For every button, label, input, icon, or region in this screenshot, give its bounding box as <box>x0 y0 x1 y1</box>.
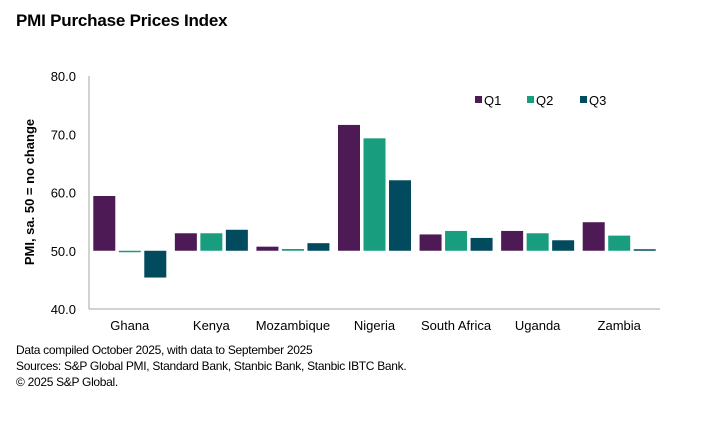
legend-label-q2: Q2 <box>536 93 553 108</box>
footer-sources: Sources: S&P Global PMI, Standard Bank, … <box>16 359 407 373</box>
bar-ghana-q2 <box>118 250 141 253</box>
legend-swatch-q2 <box>527 96 534 103</box>
legend-label-q1: Q1 <box>484 93 501 108</box>
y-axis-title: PMI, sa. 50 = no change <box>22 119 37 265</box>
bar-nigeria-q3 <box>389 180 411 251</box>
x-tick-label: South Africa <box>421 318 492 333</box>
x-tick-label: Kenya <box>193 318 231 333</box>
bar-mozambique-q2 <box>281 249 304 251</box>
bar-kenya-q1 <box>174 233 197 251</box>
chart-footer: Data compiled October 2025, with data to… <box>16 342 407 390</box>
bar-uganda-q3 <box>552 240 575 251</box>
footer-date-note: Data compiled October 2025, with data to… <box>16 343 313 357</box>
bars <box>93 124 656 278</box>
bar-kenya-q3 <box>225 229 248 251</box>
bar-ghana-q3 <box>144 250 167 278</box>
legend-swatch-q1 <box>475 96 482 103</box>
y-axis-labels: 40.0 50.0 60.0 70.0 80.0 <box>51 69 76 317</box>
x-axis-labels: Ghana Kenya Mozambique Nigeria South Africa U… <box>110 318 641 333</box>
x-tick-label: Uganda <box>515 318 561 333</box>
bar-mozambique-q3 <box>307 243 330 251</box>
chart-title: PMI Purchase Prices Index <box>16 11 228 30</box>
bar-uganda-q1 <box>501 230 524 251</box>
x-tick-label: Ghana <box>110 318 150 333</box>
bar-uganda-q2 <box>526 233 549 251</box>
x-tick-label: Nigeria <box>354 318 396 333</box>
bar-south-africa-q2 <box>445 230 468 251</box>
y-tick-label: 50.0 <box>51 244 76 259</box>
legend-label-q3: Q3 <box>589 93 606 108</box>
y-tick-label: 80.0 <box>51 69 76 84</box>
legend: Q1 Q2 Q3 <box>475 93 606 108</box>
y-tick-label: 60.0 <box>51 186 76 201</box>
bar-zambia-q1 <box>582 222 605 251</box>
bar-mozambique-q1 <box>256 246 279 251</box>
bar-south-africa-q3 <box>470 237 493 251</box>
bar-kenya-q2 <box>200 233 223 251</box>
bar-south-africa-q1 <box>419 234 442 251</box>
y-tick-label: 40.0 <box>51 302 76 317</box>
axes <box>88 76 660 310</box>
legend-swatch-q3 <box>580 96 587 103</box>
bar-nigeria-q1 <box>338 124 360 251</box>
bar-zambia-q3 <box>633 249 656 251</box>
bar-ghana-q1 <box>93 195 116 251</box>
x-tick-label: Zambia <box>598 318 642 333</box>
y-tick-label: 70.0 <box>51 127 76 142</box>
footer-copyright: © 2025 S&P Global. <box>16 375 118 389</box>
x-tick-label: Mozambique <box>256 318 330 333</box>
bar-nigeria-q2 <box>363 138 386 251</box>
bar-zambia-q2 <box>608 235 631 251</box>
